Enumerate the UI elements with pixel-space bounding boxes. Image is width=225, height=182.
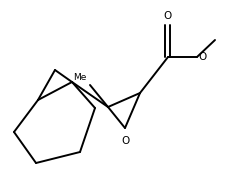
- Text: O: O: [163, 11, 171, 21]
- Text: O: O: [121, 136, 130, 146]
- Text: Me: Me: [73, 73, 87, 82]
- Text: O: O: [197, 52, 205, 62]
